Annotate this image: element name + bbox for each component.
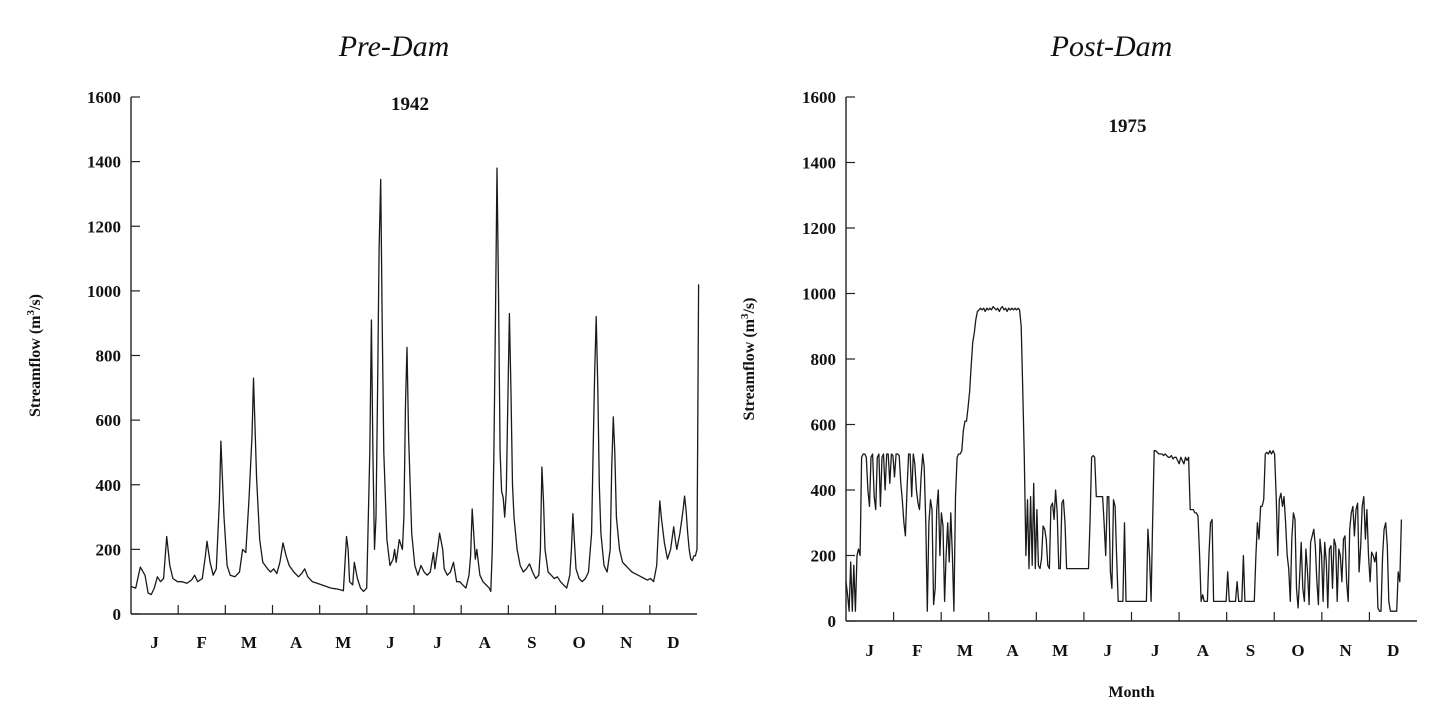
y-axis-label-superscript: 3 xyxy=(739,313,751,319)
y-tick-label: 1000 xyxy=(87,282,121,301)
y-axis-label-main: Streamflow (m xyxy=(741,318,758,420)
x-tick-label-month: A xyxy=(1197,641,1210,660)
y-tick-label: 0 xyxy=(828,612,837,631)
y-tick-label: 800 xyxy=(811,350,837,369)
streamflow-series-line xyxy=(130,167,700,596)
y-tick-label: 1600 xyxy=(87,88,121,107)
x-tick-label-month: J xyxy=(866,641,875,660)
y-axis-label-tail: /s) xyxy=(27,294,44,311)
chart-year-label: 1942 xyxy=(391,94,429,115)
y-axis-label-tail: /s) xyxy=(741,298,758,315)
x-tick-label-month: O xyxy=(572,633,585,652)
y-tick-label: 1400 xyxy=(87,153,121,172)
y-tick-label: 400 xyxy=(96,476,122,495)
x-tick-label-month: J xyxy=(1151,641,1160,660)
y-axis-label-main: Streamflow (m xyxy=(27,315,44,417)
x-tick-label-month: S xyxy=(527,633,536,652)
x-tick-label-month: J xyxy=(1103,641,1112,660)
x-tick-label-month: M xyxy=(335,633,351,652)
y-tick-label: 1200 xyxy=(802,219,836,238)
x-tick-label-month: M xyxy=(1052,641,1068,660)
y-axis-label: Streamflow (m3/s) xyxy=(25,294,44,417)
x-tick-label-month: J xyxy=(386,633,395,652)
x-tick-label-month: M xyxy=(241,633,257,652)
x-tick-label-month: M xyxy=(957,641,973,660)
y-tick-label: 0 xyxy=(113,605,122,624)
y-tick-label: 600 xyxy=(811,416,837,435)
x-tick-label-month: N xyxy=(620,633,633,652)
x-tick-label-month: N xyxy=(1339,641,1352,660)
y-tick-label: 800 xyxy=(96,347,122,366)
x-tick-label-month: J xyxy=(433,633,442,652)
x-tick-label-month: A xyxy=(1006,641,1019,660)
x-axis-label: Month xyxy=(1108,684,1154,701)
streamflow-series-line xyxy=(845,305,1403,612)
y-axis-label: Streamflow (m3/s) xyxy=(739,298,758,421)
y-tick-label: 400 xyxy=(811,481,837,500)
chart-panel-2: Post-Dam 1975 0 200 400 600 800 1000 1200 1400 160… xyxy=(739,30,1417,701)
y-tick-label: 1000 xyxy=(802,285,836,304)
chart-title: Pre-Dam xyxy=(338,30,450,63)
x-tick-label-month: F xyxy=(197,633,207,652)
chart-year-label: 1975 xyxy=(1109,116,1147,137)
y-axis-label-superscript: 3 xyxy=(25,310,37,316)
x-tick-label-month: O xyxy=(1291,641,1304,660)
y-tick-label: 200 xyxy=(96,540,122,559)
x-tick-label-month: A xyxy=(479,633,492,652)
y-tick-label: 1200 xyxy=(87,217,121,236)
chart-title: Post-Dam xyxy=(1050,30,1173,63)
chart-panel-1: Pre-Dam 1942 0 200 400 600 800 1000 1200 1400 1600… xyxy=(25,30,700,652)
y-tick-label: 1600 xyxy=(802,88,836,107)
x-tick-label-month: S xyxy=(1246,641,1255,660)
y-tick-label: 600 xyxy=(96,411,122,430)
x-tick-label-month: A xyxy=(290,633,303,652)
y-tick-label: 200 xyxy=(811,547,837,566)
x-tick-label-month: D xyxy=(1387,641,1399,660)
y-tick-label: 1400 xyxy=(802,154,836,173)
x-tick-label-month: J xyxy=(150,633,159,652)
x-tick-label-month: D xyxy=(667,633,679,652)
x-tick-label-month: F xyxy=(912,641,922,660)
